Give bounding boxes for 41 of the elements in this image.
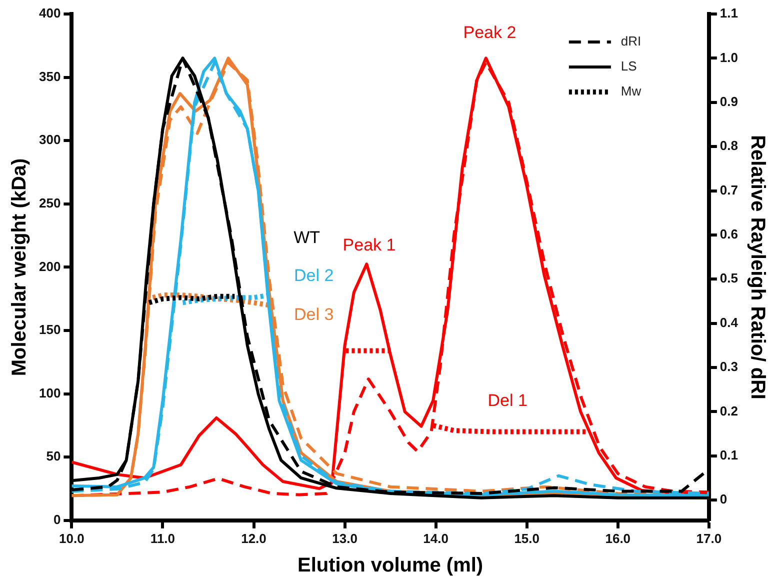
y-tick-label: 200 <box>38 258 61 274</box>
y2-tick-label: 0.5 <box>720 270 738 286</box>
y-tick-label: 400 <box>38 6 61 21</box>
annotation: Del 1 <box>488 391 528 410</box>
legend-label: Mw <box>620 84 642 99</box>
y2-tick-label: 0.7 <box>720 182 738 198</box>
y-tick-label: 250 <box>38 195 61 210</box>
x-axis-title: Elution volume (ml) <box>298 554 484 577</box>
y-tick-label: 100 <box>38 385 61 400</box>
annotation: Peak 2 <box>463 22 516 42</box>
y2-tick-label: 1.0 <box>720 50 738 65</box>
y-tick-label: 50 <box>46 448 61 464</box>
annotation: Del 2 <box>294 266 334 286</box>
legend-label: LS <box>620 58 638 74</box>
x-tick-label: 15.0 <box>514 530 540 546</box>
y2-tick-label: 0.1 <box>720 447 738 462</box>
annotation: Peak 1 <box>342 236 396 255</box>
y2-tick-label: 0.4 <box>720 314 739 330</box>
y-axis-title: Molecular weight (kDa) <box>8 158 31 376</box>
x-tick-label: 16.0 <box>605 530 631 546</box>
y2-tick-label: 0 <box>720 492 728 507</box>
x-tick-label: 12.0 <box>241 530 266 546</box>
x-tick-label: 13.0 <box>332 530 358 546</box>
y2-tick-label: 0.9 <box>720 94 738 109</box>
y2-tick-label: 0.8 <box>720 138 738 154</box>
y2-tick-label: 0.6 <box>720 226 738 242</box>
annotation: Del 3 <box>294 304 334 324</box>
x-tick-label: 14.0 <box>423 530 448 546</box>
y2-tick-label: 0.3 <box>720 359 738 374</box>
y2-tick-label: 0.2 <box>720 403 738 418</box>
x-tick-label: 11.0 <box>150 530 176 546</box>
y-tick-label: 300 <box>38 132 61 148</box>
y-tick-label: 150 <box>38 322 61 338</box>
annotation: WT <box>294 228 320 248</box>
y2-axis-title: Relative Rayleigh Ratio/ dRI <box>746 134 768 400</box>
legend-label: dRI <box>620 34 642 49</box>
y-tick-label: 350 <box>38 68 61 84</box>
x-tick-label: 17.0 <box>696 530 722 546</box>
y2-tick-label: 1.1 <box>720 6 738 21</box>
y-tick-label: 0 <box>53 512 61 527</box>
x-tick-label: 10.0 <box>59 530 84 546</box>
